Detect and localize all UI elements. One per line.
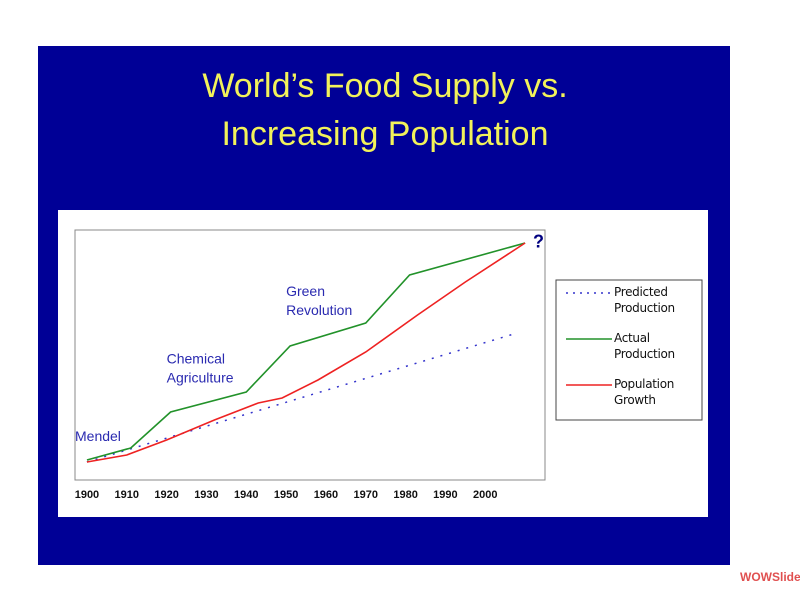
legend-label: Predicted Production [614,285,675,315]
x-tick-label: 1990 [433,489,457,501]
x-tick-label: 2000 [473,489,497,501]
annotation: Agriculture [167,370,234,386]
legend-label: Actual Production [614,331,675,361]
x-tick-label: 1960 [314,489,338,501]
annotation: Mendel [75,428,121,444]
x-tick-label: 1930 [194,489,218,501]
annotation: ? [533,231,544,251]
legend-box [555,279,703,421]
series-line [86,242,526,461]
x-tick-label: 1970 [354,489,378,501]
x-tick-label: 1940 [234,489,258,501]
x-tick-label: 1950 [274,489,298,501]
annotation: Chemical [167,351,225,367]
plot-frame [74,229,546,481]
legend-label: Population Growth [614,377,675,407]
title-line: Increasing Population [221,115,548,153]
x-tick-label: 1900 [75,489,99,501]
x-tick-label: 1920 [154,489,178,501]
annotation: Revolution [286,302,352,318]
x-tick-label: 1910 [115,489,139,501]
watermark: WOWSlider [740,570,800,584]
annotation: Green [286,283,325,299]
title-line: World’s Food Supply vs. [202,67,567,105]
x-tick-label: 1980 [393,489,417,501]
series-line [86,242,526,463]
